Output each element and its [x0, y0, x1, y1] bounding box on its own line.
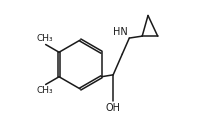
Text: HN: HN — [113, 27, 127, 37]
Text: CH₃: CH₃ — [36, 34, 53, 43]
Text: OH: OH — [105, 103, 120, 113]
Text: CH₃: CH₃ — [36, 86, 53, 95]
